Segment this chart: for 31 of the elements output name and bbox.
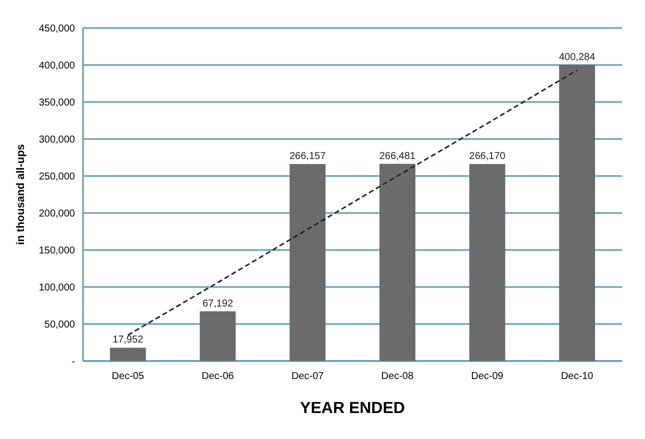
x-tick-label: Dec-09 [471, 371, 504, 382]
bar [469, 164, 506, 361]
x-tick-label: Dec-06 [202, 371, 234, 382]
data-label: 266,157 [290, 151, 326, 162]
y-tick-label: 50,000 [44, 320, 76, 330]
y-tick-label: 400,000 [38, 60, 76, 72]
y-tick-label: 200,000 [38, 208, 76, 220]
x-tick-label: Dec-05 [112, 371, 144, 382]
line-series [127, 69, 578, 336]
data-label: 400,284 [559, 52, 596, 63]
bar [379, 164, 416, 361]
y-axis-title: in thousand all-ups [15, 144, 27, 245]
data-label: 67,192 [202, 298, 234, 310]
y-tick-label: 100,000 [38, 282, 76, 294]
y-tick-label: 300,000 [38, 134, 76, 146]
y-tick-label: 450,000 [38, 24, 76, 34]
x-tick-label: Dec-08 [381, 371, 414, 382]
bar [290, 164, 326, 361]
x-axis-title: YEAR ENDED [300, 400, 405, 417]
data-label: 266,481 [379, 150, 416, 162]
data-label: 17,952 [112, 334, 144, 346]
y-tick-label: 150,000 [38, 246, 76, 256]
x-tick-label: Dec-10 [560, 371, 594, 382]
x-tick-label: Dec-07 [291, 371, 324, 382]
y-tick-label: 250,000 [38, 172, 76, 182]
bar [110, 348, 146, 361]
bar [200, 311, 236, 361]
y-tick-label: 350,000 [38, 98, 76, 108]
y-tick-label: - [72, 356, 75, 368]
bar [559, 64, 596, 361]
data-label: 266,170 [469, 151, 506, 162]
